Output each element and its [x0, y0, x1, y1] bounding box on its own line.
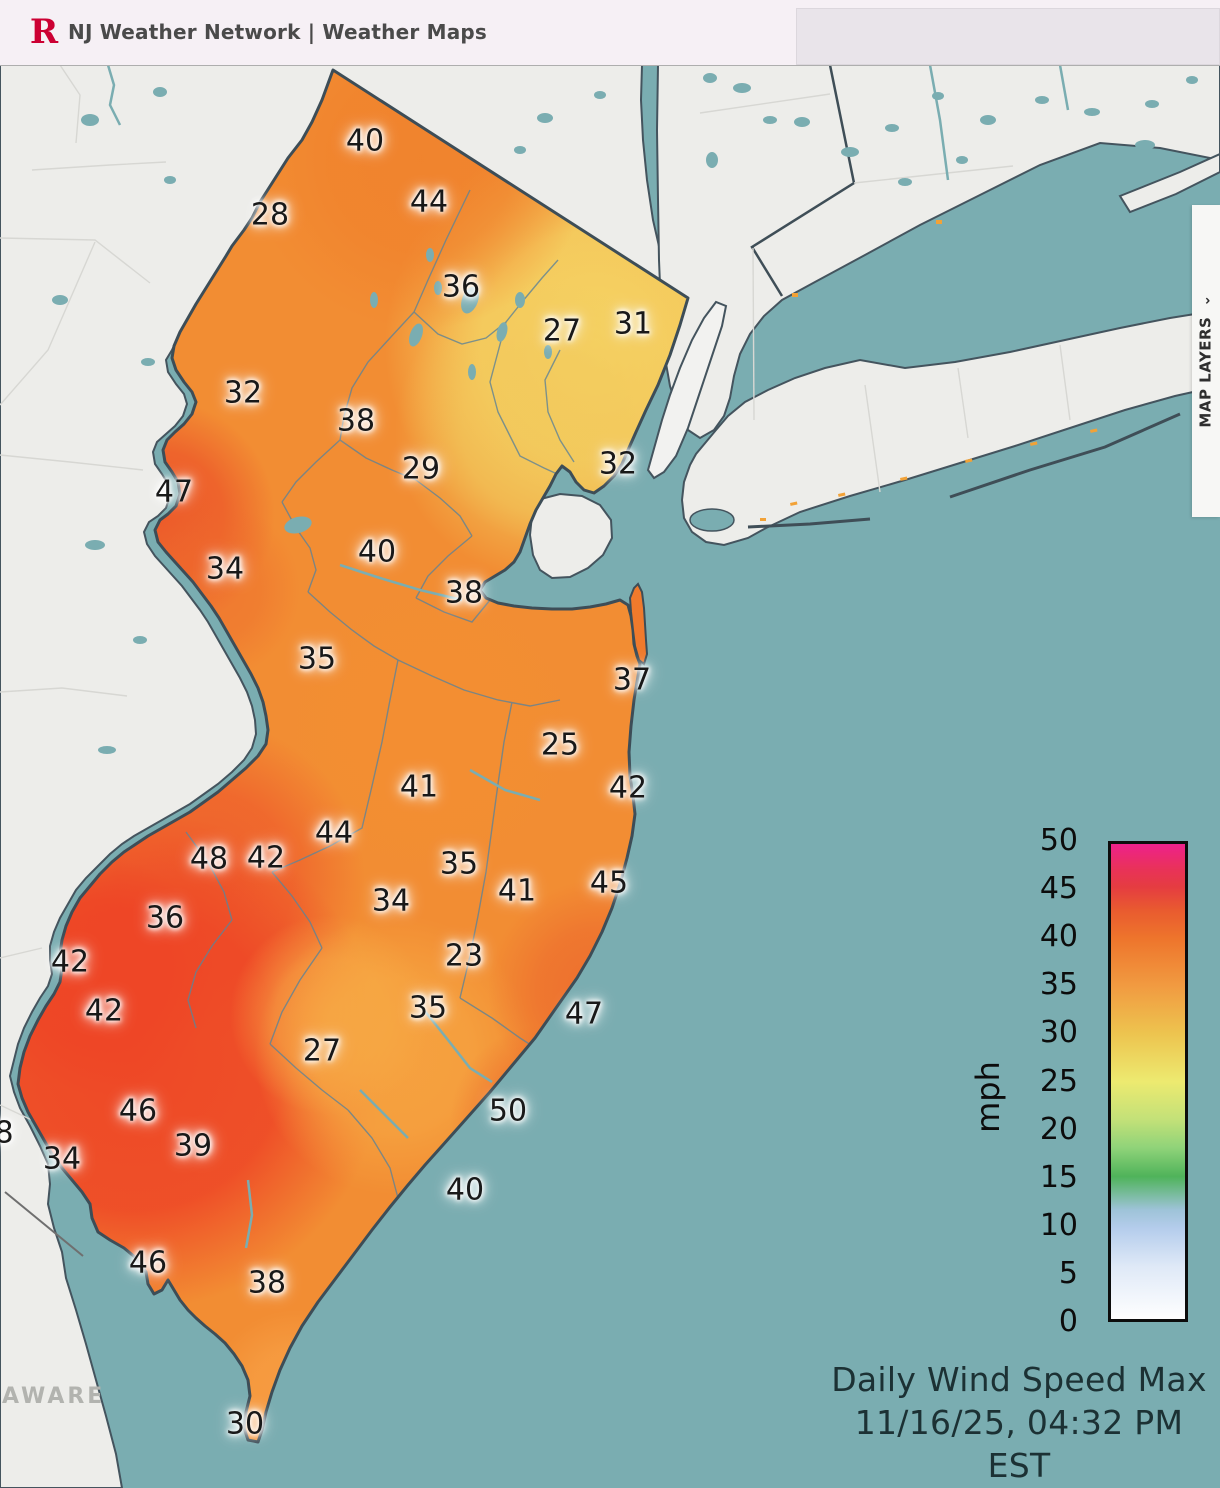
legend-tick-label: 50 — [1039, 823, 1078, 858]
legend-tick-label: 35 — [1039, 967, 1078, 1002]
map-title-line1: Daily Wind Speed Max — [831, 1360, 1207, 1399]
page-title: NJ Weather Network | Weather Maps — [68, 20, 488, 44]
bay-boundary-line — [4, 1191, 84, 1257]
legend-tick-label: 20 — [1039, 1112, 1078, 1147]
sandy-hook-spit — [628, 582, 649, 666]
header-overlay-panel — [796, 8, 1220, 65]
legend-tick-label: 40 — [1039, 919, 1078, 954]
legend-tick-label: 5 — [1058, 1256, 1078, 1291]
legend-tick-label: 15 — [1039, 1160, 1078, 1195]
map-layers-label: MAP LAYERS — [1197, 316, 1215, 428]
state-border-line — [750, 64, 856, 297]
legend-ticks: 50 45 40 35 30 25 20 15 10 5 0 — [990, 824, 1078, 1339]
legend-unit-label: mph — [968, 1061, 1007, 1133]
legend-tick-label: 30 — [1039, 1015, 1078, 1050]
nj-lakes — [284, 248, 552, 534]
county-lines-neighbors — [0, 64, 1071, 1123]
nj-county-lines — [185, 189, 575, 1199]
land-manhattan — [646, 300, 728, 480]
rutgers-logo[interactable]: R — [29, 12, 59, 52]
marsh-specks — [760, 220, 1098, 521]
nj-rivers — [244, 563, 541, 1249]
legend-colorbar — [1108, 841, 1188, 1322]
map-title-block: Daily Wind Speed Max 11/16/25, 04:32 PM … — [830, 1358, 1208, 1487]
chevron-down-icon: ⌄ — [1198, 294, 1214, 307]
site-header: R NJ Weather Network | Weather Maps — [0, 0, 1220, 66]
jamaica-bay — [689, 508, 735, 532]
land-staten-island — [528, 492, 614, 580]
legend-tick-label: 10 — [1039, 1208, 1078, 1243]
land-long-island — [680, 308, 1220, 547]
map-layers-tab[interactable]: MAP LAYERS ⌄ — [1192, 205, 1220, 517]
rivers-neighbors — [106, 64, 1070, 181]
nj-state-outline — [16, 68, 690, 1444]
map-title-line2: 11/16/25, 04:32 PM EST — [854, 1403, 1184, 1485]
land-long-island-fork — [1118, 152, 1220, 214]
delaware-region-label: AWARE — [2, 1384, 106, 1409]
legend-tick-label: 25 — [1039, 1064, 1078, 1099]
legend-tick-label: 0 — [1058, 1304, 1078, 1339]
barrier-islands — [747, 412, 1181, 529]
legend-tick-label: 45 — [1039, 871, 1078, 906]
